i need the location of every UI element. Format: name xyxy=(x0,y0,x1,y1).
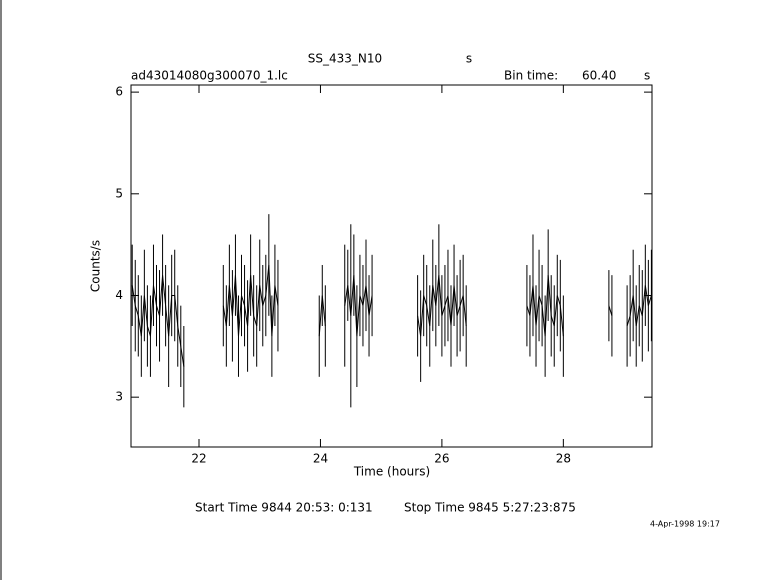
y-tick-label: 6 xyxy=(115,85,123,99)
bin-time-unit: s xyxy=(644,69,650,83)
bin-time-label: Bin time: xyxy=(504,69,558,83)
chart-title: SS_433_N10 xyxy=(308,52,382,66)
title-unit: s xyxy=(466,52,472,66)
x-tick-label: 22 xyxy=(191,452,206,466)
stop-time: Stop Time 9845 5:27:23:875 xyxy=(404,501,576,515)
y-tick-label: 5 xyxy=(115,186,123,200)
x-axis-label: Time (hours) xyxy=(353,465,430,479)
y-axis-label: Counts/s xyxy=(89,240,103,292)
y-tick-label: 4 xyxy=(115,288,123,302)
x-tick-label: 24 xyxy=(313,452,328,466)
file-name: ad43014080g300070_1.lc xyxy=(131,69,288,83)
x-tick-label: 26 xyxy=(434,452,449,466)
timestamp: 4-Apr-1998 19:17 xyxy=(650,520,720,529)
x-tick-label: 28 xyxy=(556,452,571,466)
bin-time: 60.40 xyxy=(582,69,616,83)
light-curve xyxy=(608,305,613,316)
y-tick-label: 3 xyxy=(115,390,123,404)
light-curve xyxy=(131,275,185,367)
start-time: Start Time 9844 20:53: 0:131 xyxy=(195,501,373,515)
plot-frame xyxy=(130,84,653,448)
light-curve xyxy=(344,275,373,337)
